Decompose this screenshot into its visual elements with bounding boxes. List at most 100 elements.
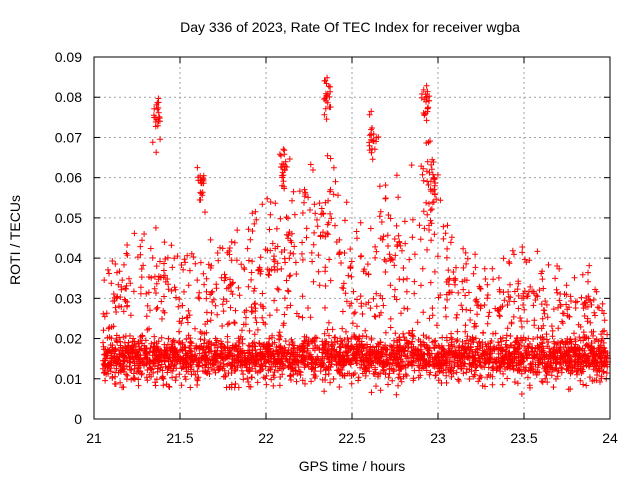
data-point [574,298,581,305]
data-point [179,315,186,322]
data-point [252,305,259,312]
data-point [228,238,235,245]
data-point [555,304,561,311]
data-point [286,273,293,280]
data-point [283,231,290,238]
data-point [131,376,138,383]
data-point [385,212,392,218]
data-point [283,277,290,284]
data-point [161,293,167,300]
data-point [221,277,228,284]
data-point [598,373,605,380]
data-point [372,254,379,261]
data-point [572,336,579,343]
data-point [146,348,153,355]
data-point [116,334,123,341]
data-point [435,377,442,384]
data-point [433,322,440,329]
data-point [347,246,354,253]
data-point [489,373,496,380]
data-point [515,305,522,312]
data-point [137,284,144,291]
data-point [532,297,539,303]
data-point [403,341,410,347]
data-point [197,336,204,343]
data-point [327,88,334,95]
data-point [415,336,422,343]
data-point [134,254,141,261]
data-point [482,276,489,282]
data-point [324,99,331,106]
data-point [253,319,260,326]
data-point [207,236,214,243]
data-point [339,284,346,291]
data-point [194,376,201,383]
data-point [405,329,412,336]
data-point [284,304,291,311]
data-point [229,361,236,368]
data-point [393,172,400,179]
data-point [391,236,398,242]
data-point [515,292,522,299]
data-point [546,345,553,352]
data-point [580,381,587,388]
data-point [554,373,561,380]
data-point [601,354,608,361]
data-point [122,348,129,355]
data-point [224,339,231,346]
data-point [426,335,432,342]
data-point [490,367,496,374]
data-point [339,308,346,315]
data-point [265,271,272,278]
data-point [269,240,276,247]
data-point [245,226,252,233]
data-point [279,182,286,189]
data-point [319,210,326,217]
data-point [282,163,289,170]
data-point [376,183,383,190]
data-point [538,301,545,308]
data-point [382,371,389,378]
data-point [145,289,152,296]
data-point [419,265,426,272]
data-point [218,340,225,347]
data-point [387,282,394,289]
data-point [208,309,215,316]
data-point [340,280,347,287]
data-point [175,303,182,310]
data-point [287,302,294,309]
data-point [470,270,477,277]
data-point [281,295,288,302]
data-point [368,149,375,156]
data-point [481,302,488,308]
data-point [423,117,430,124]
data-point [322,371,329,378]
data-point [165,286,172,293]
data-point [386,365,393,372]
data-point [517,315,524,321]
data-point [223,384,230,391]
data-point [124,242,131,248]
data-point [255,358,262,364]
data-point [484,292,491,298]
data-point [207,360,214,367]
data-point [503,332,510,339]
data-point [314,216,320,223]
data-point [322,377,329,383]
data-point [124,299,131,305]
data-point [578,370,585,377]
y-tick-label: 0.02 [55,331,82,347]
data-point [544,314,551,321]
data-point [491,356,498,363]
data-point [168,242,175,249]
data-point [320,346,327,353]
data-point [551,353,558,360]
data-point [540,322,547,329]
data-point [196,350,203,357]
data-point [400,265,407,271]
data-point [226,245,233,251]
data-point [460,353,467,359]
data-point [588,301,595,308]
data-point [506,356,513,363]
data-point [207,265,214,271]
